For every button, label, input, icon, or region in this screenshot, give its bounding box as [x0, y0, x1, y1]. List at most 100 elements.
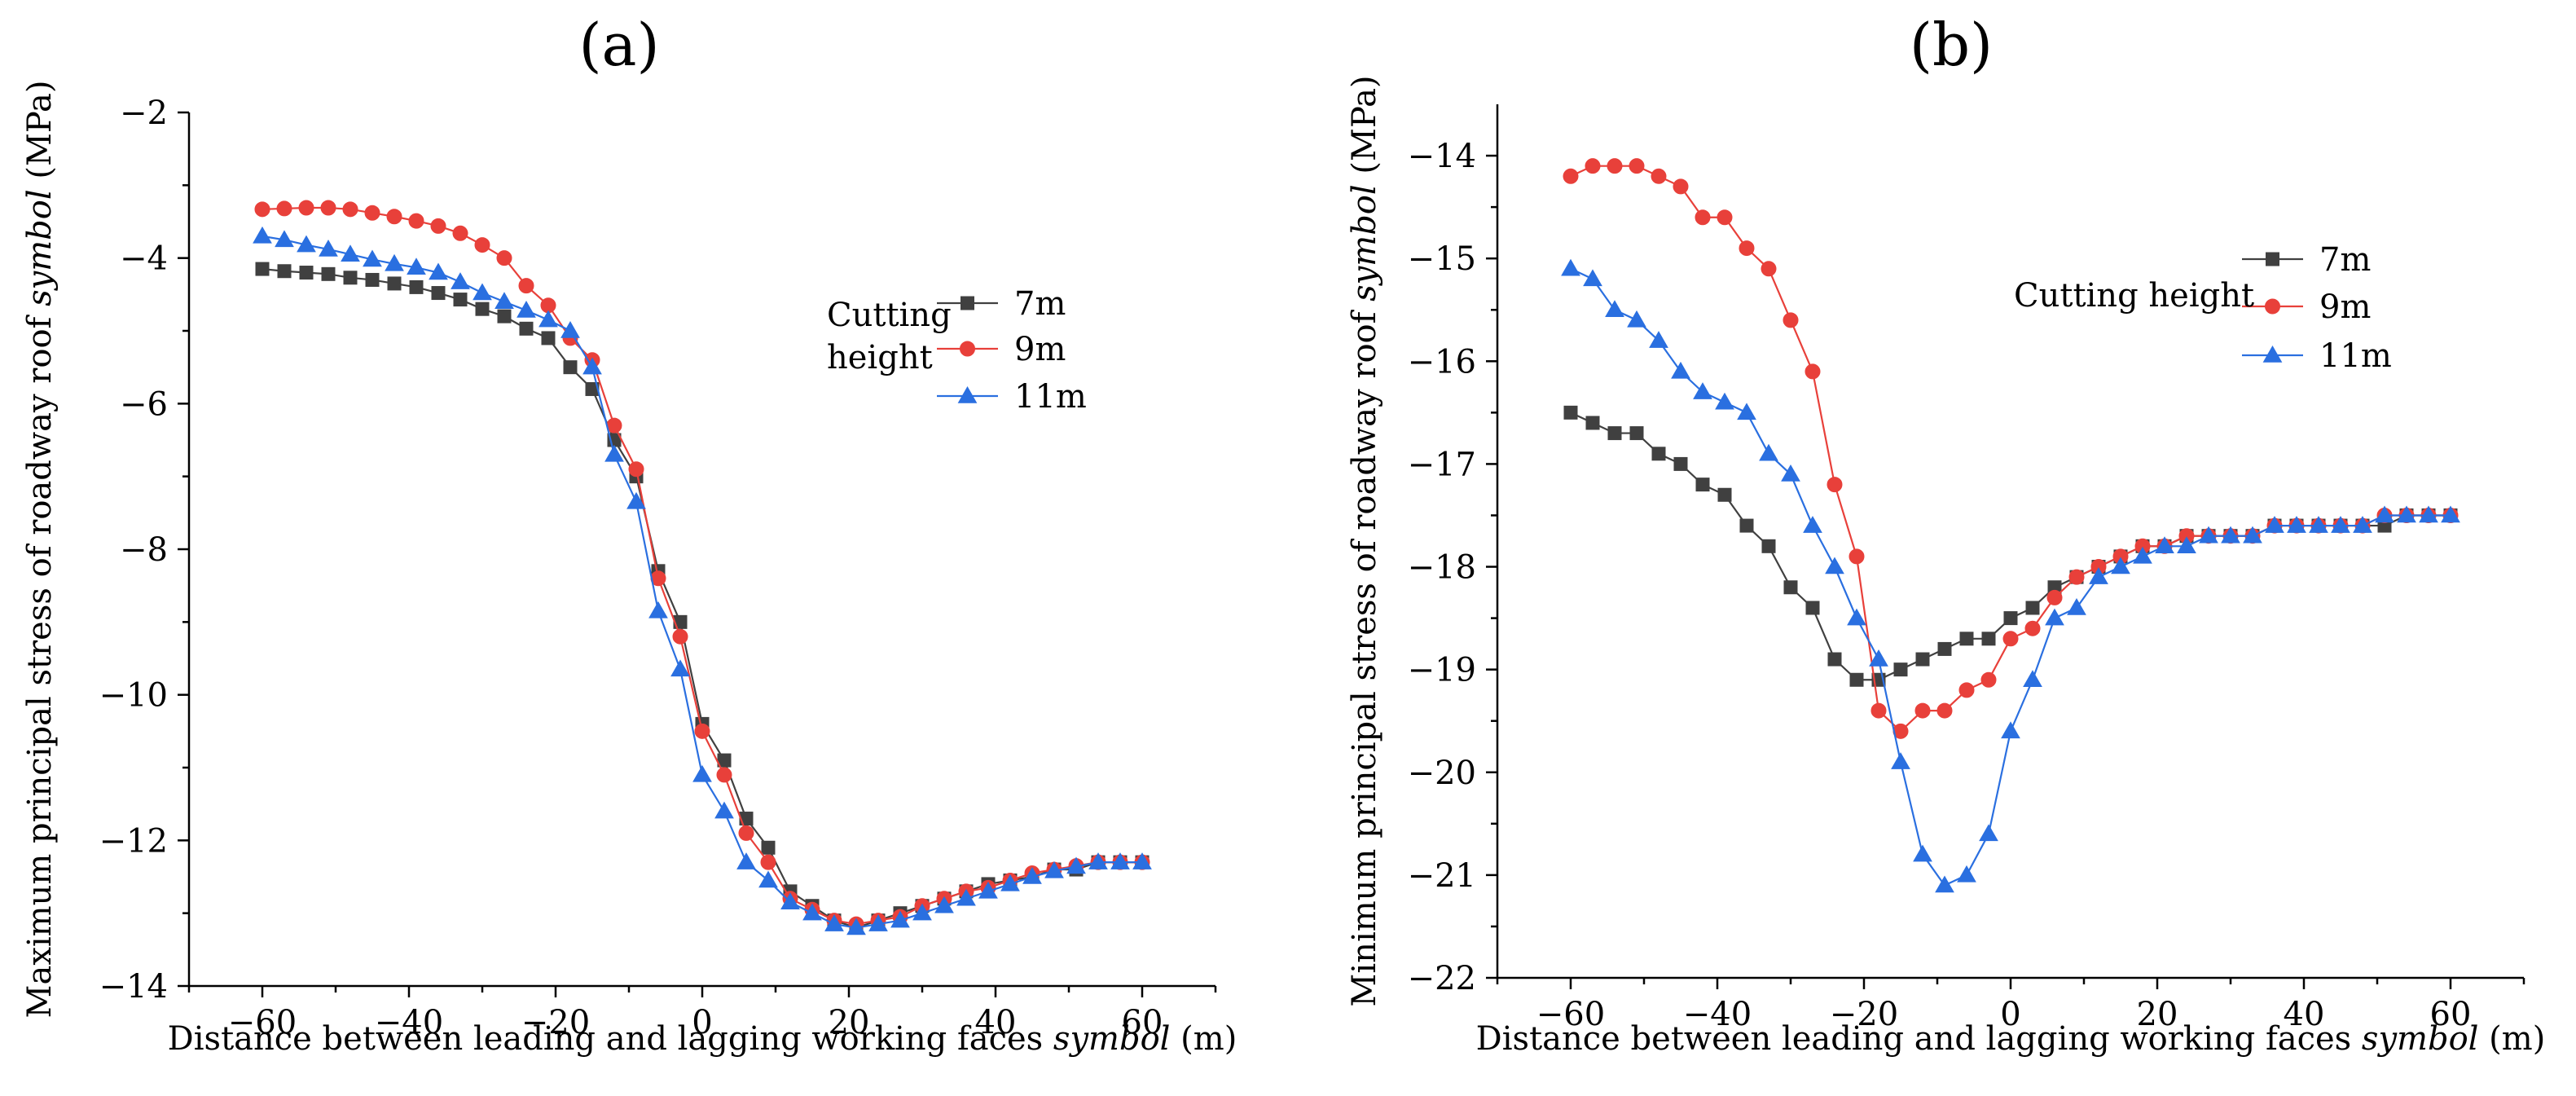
data-point — [1914, 702, 1931, 719]
data-point — [1132, 852, 1152, 869]
data-point — [343, 271, 358, 285]
panel-label: (b) — [1910, 11, 1993, 79]
data-point — [560, 320, 580, 338]
data-point — [1891, 752, 1910, 769]
data-point — [694, 723, 710, 739]
data-point — [934, 896, 954, 913]
data-point — [475, 302, 490, 316]
x-tick-label: −20 — [521, 1004, 590, 1041]
data-point — [1715, 392, 1734, 410]
data-point — [2133, 546, 2152, 564]
data-point — [760, 854, 776, 870]
data-point — [1673, 178, 1689, 195]
x-axis-label: Distance between leading and lagging wor… — [168, 1020, 1237, 1058]
data-point — [2068, 569, 2085, 585]
data-point — [1805, 601, 1820, 615]
x-tick-label: 20 — [2137, 996, 2178, 1033]
data-point — [431, 286, 446, 301]
data-point — [1826, 477, 1843, 493]
data-point — [1717, 209, 1733, 226]
data-point — [538, 310, 558, 328]
data-point — [474, 237, 490, 253]
data-point — [1827, 652, 1842, 667]
data-point — [385, 253, 404, 271]
data-point — [672, 628, 688, 645]
data-point — [736, 852, 756, 869]
data-point — [1935, 875, 1954, 893]
data-point — [1739, 518, 1754, 533]
data-point — [2111, 557, 2130, 574]
data-point — [2024, 620, 2041, 636]
y-tick-label: −20 — [1408, 755, 1476, 792]
x-tick-label: 40 — [2284, 996, 2325, 1033]
x-tick-label: 60 — [1122, 1004, 1163, 1041]
data-point — [2199, 526, 2218, 544]
data-point — [453, 293, 468, 307]
data-point — [2046, 589, 2063, 605]
data-point — [563, 360, 578, 375]
data-point — [1761, 539, 1776, 553]
data-point — [1957, 865, 1976, 883]
data-point — [1066, 856, 1086, 874]
data-point — [519, 321, 534, 336]
data-point — [1695, 209, 1711, 226]
data-point — [648, 601, 668, 618]
data-point — [409, 280, 424, 294]
data-point — [452, 225, 468, 241]
data-point — [956, 888, 976, 906]
legend-entry: 7m — [1014, 285, 1066, 323]
y-tick-label: −15 — [1408, 240, 1476, 278]
data-point — [1781, 464, 1800, 482]
data-point — [1607, 158, 1623, 174]
data-point — [430, 218, 446, 234]
y-tick-label: −8 — [120, 531, 168, 569]
series-11m — [1561, 258, 2460, 893]
legend-title: height — [827, 339, 933, 376]
data-point — [714, 801, 734, 819]
data-point — [407, 257, 426, 275]
data-point — [497, 309, 512, 324]
data-point — [1848, 548, 1865, 565]
series-11m — [253, 226, 1152, 935]
data-point — [275, 230, 294, 248]
data-point — [1759, 443, 1778, 461]
data-point — [1981, 632, 1996, 646]
data-point — [716, 767, 732, 783]
data-point — [1110, 852, 1130, 869]
data-point — [1783, 580, 1798, 595]
data-point — [2353, 516, 2372, 533]
data-point — [604, 444, 624, 462]
legend-entry: 11m — [2319, 337, 2392, 375]
data-point — [628, 461, 644, 478]
data-point — [429, 262, 448, 280]
data-point — [692, 764, 712, 782]
data-point — [1783, 312, 1799, 328]
data-point — [2331, 516, 2350, 533]
data-point — [2177, 536, 2196, 554]
data-point — [254, 201, 270, 218]
data-point — [739, 812, 754, 826]
legend-marker — [960, 341, 975, 357]
data-point — [2441, 505, 2460, 523]
data-point — [297, 235, 316, 253]
data-point — [1717, 487, 1732, 502]
data-point — [1629, 158, 1645, 174]
data-point — [1651, 168, 1667, 184]
data-point — [496, 250, 512, 266]
data-point — [517, 300, 536, 318]
data-point — [473, 283, 492, 301]
data-point — [1563, 405, 1578, 420]
data-point — [1629, 426, 1644, 441]
legend-entry: 11m — [1014, 378, 1087, 416]
data-point — [2221, 526, 2240, 544]
data-point — [1585, 416, 1600, 430]
data-point — [802, 903, 822, 921]
data-point — [253, 226, 272, 244]
data-point — [2045, 608, 2064, 626]
data-point — [408, 213, 424, 229]
data-point — [1869, 649, 1888, 667]
data-point — [1937, 641, 1952, 656]
y-tick-label: −21 — [1408, 857, 1476, 895]
data-point — [2002, 631, 2019, 647]
